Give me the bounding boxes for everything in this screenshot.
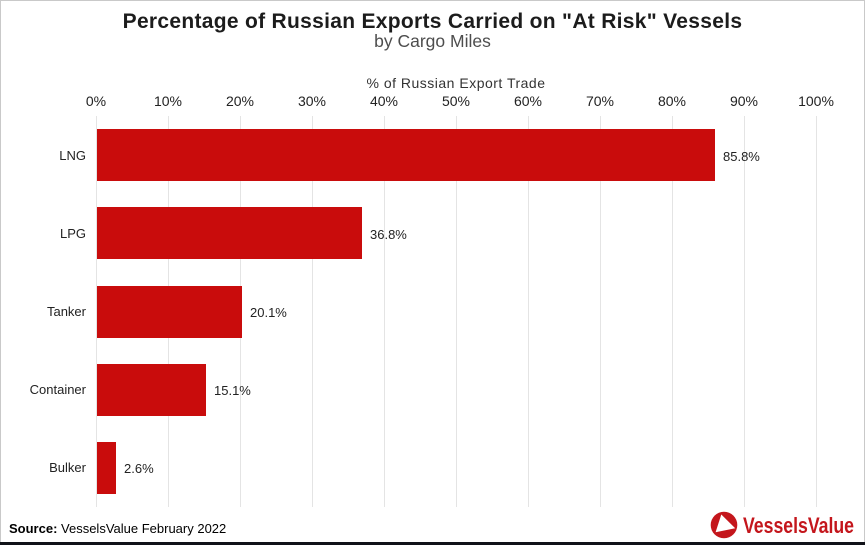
- svg-text:VesselsValue: VesselsValue: [743, 513, 854, 538]
